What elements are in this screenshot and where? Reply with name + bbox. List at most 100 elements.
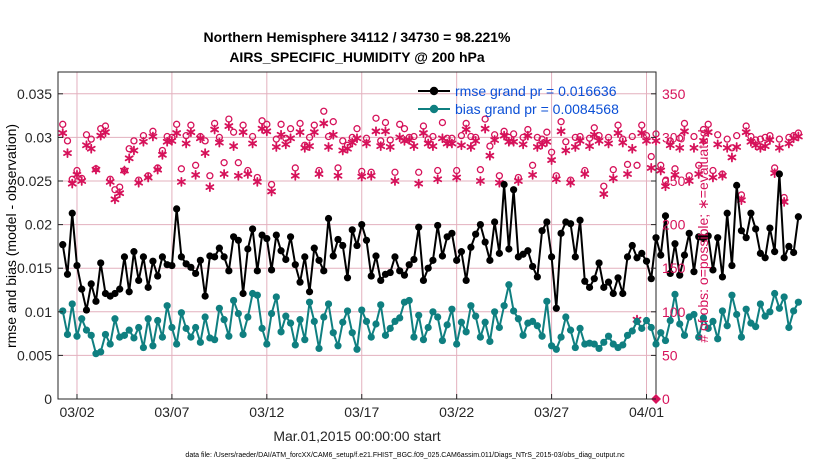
evaluated-obs-marker [722,142,732,153]
evaluated-obs-marker [646,163,656,173]
evaluated-obs-marker [656,165,666,176]
bias-point [149,342,157,350]
bias-point [714,335,722,343]
evaluated-obs-stroke [452,174,462,181]
possible-obs-marker [600,182,608,190]
evaluated-obs-marker [675,142,685,153]
evaluated-obs-marker [172,128,182,138]
evaluated-obs-stroke [466,144,476,150]
legend-rmse-marker [429,86,439,96]
evaluated-obs-marker [148,131,158,142]
bias-point [723,322,731,330]
evaluated-obs-stroke [642,137,651,144]
evaluated-obs-stroke [656,167,666,174]
possible-obs-marker [533,133,541,142]
evaluated-obs-stroke [210,126,220,133]
evaluated-obs-stroke [409,143,419,150]
bias-point [277,328,285,336]
rmse-point [638,249,646,257]
possible-obs-marker [82,131,91,139]
evaluated-obs-stroke [167,137,177,144]
evaluated-obs-marker [480,123,490,134]
bias-point [429,308,437,316]
rmse-point [614,274,622,282]
evaluated-obs-stroke [67,180,77,187]
evaluated-obs-marker [466,142,476,152]
bias-point [106,340,114,348]
bias-point [410,333,418,341]
possible-obs-marker [201,137,209,145]
possible-obs-marker [206,172,214,180]
rmse-point [486,256,494,264]
possible-obs-marker [562,138,570,146]
bias-point [604,332,613,340]
evaluated-obs-marker [191,169,201,180]
possible-obs-marker [334,164,342,172]
rmse-point [728,261,736,270]
rmse-point [742,234,750,242]
possible-obs-marker [220,159,228,167]
evaluated-obs-stroke [661,183,670,190]
bias-point [59,307,67,315]
evaluated-obs-marker [267,186,276,197]
evaluated-obs-stroke [248,140,257,147]
bias-point [158,333,167,341]
evaluated-obs-stroke [219,171,229,177]
rmse-point [709,266,717,274]
y2-tick-label: 250 [662,173,686,189]
y2-tick-label: 200 [662,217,686,233]
x-tick-label: 04/01 [629,404,664,420]
rmse-point [187,263,195,271]
evaluated-obs-marker [210,124,220,135]
rmse-point [92,297,100,305]
rmse-point [609,289,617,298]
rmse-point [600,283,608,291]
bias-point [491,308,499,316]
evaluated-obs-marker [376,141,386,152]
rmse-point [453,256,461,264]
evaluated-obs-marker [153,164,163,175]
x-axis-label: Mar.01,2015 00:00:00 start [273,428,440,444]
x-tick-label: 03/22 [439,404,474,420]
rmse-point [585,283,594,291]
rmse-point [671,240,679,248]
bias-point [676,320,684,328]
bias-point [742,305,750,313]
bias-point [334,342,342,350]
bias-point [695,333,703,341]
evaluated-obs-marker [732,142,742,152]
bias-point [595,344,603,353]
possible-obs-marker [229,128,238,136]
y2-tick-label: 300 [662,129,686,145]
evaluated-obs-marker [290,170,300,181]
bias-point [310,317,318,325]
evaluated-obs-marker [357,171,367,182]
rmse-point [676,271,684,279]
evaluated-obs-stroke [708,174,718,181]
bias-point [671,290,679,298]
rmse-point [571,253,579,261]
bias-point [628,327,636,335]
rmse-point [505,245,513,253]
evaluated-obs-stroke [585,143,594,150]
evaluated-obs-stroke [741,129,751,136]
possible-obs-marker [339,137,347,145]
evaluated-obs-stroke [575,137,585,144]
bias-point [529,317,537,325]
bias-point [78,315,86,323]
bias-point [785,323,793,332]
chart-title: Northern Hemisphere 34112 / 34730 = 98.2… [203,29,511,45]
rmse-point [429,256,437,264]
evaluated-obs-marker [613,128,623,138]
evaluated-obs-stroke [267,188,276,195]
possible-obs-marker [614,121,622,129]
evaluated-obs-stroke [542,138,552,145]
evaluated-obs-marker [134,177,144,188]
evaluated-obs-marker [176,176,186,187]
possible-obs-marker [680,119,689,128]
evaluated-obs-stroke [139,138,148,145]
rmse-point [192,269,200,278]
rmse-point [628,241,636,250]
evaluated-obs-marker [580,169,590,179]
evaluated-obs-marker [115,188,125,199]
